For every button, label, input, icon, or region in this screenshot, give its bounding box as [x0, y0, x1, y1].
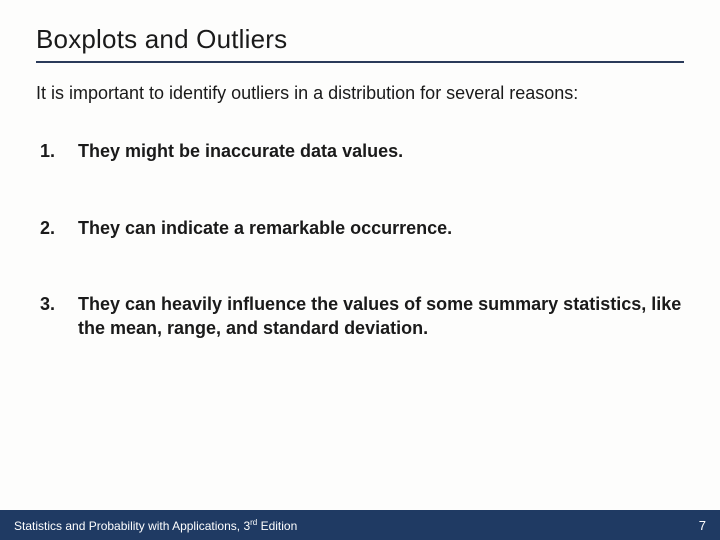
footer-book-title: Statistics and Probability with Applicat… [14, 518, 297, 533]
footer-book-suffix: Edition [257, 519, 297, 533]
list-item: They can heavily influence the values of… [40, 292, 684, 341]
list-item: They can indicate a remarkable occurrenc… [40, 216, 684, 240]
reasons-list: They might be inaccurate data values. Th… [36, 139, 684, 340]
footer-page-number: 7 [699, 518, 706, 533]
page-title: Boxplots and Outliers [36, 24, 684, 63]
footer-book-prefix: Statistics and Probability with Applicat… [14, 519, 250, 533]
slide: Boxplots and Outliers It is important to… [0, 0, 720, 540]
slide-footer: Statistics and Probability with Applicat… [0, 510, 720, 540]
list-item: They might be inaccurate data values. [40, 139, 684, 163]
intro-text: It is important to identify outliers in … [36, 81, 684, 105]
